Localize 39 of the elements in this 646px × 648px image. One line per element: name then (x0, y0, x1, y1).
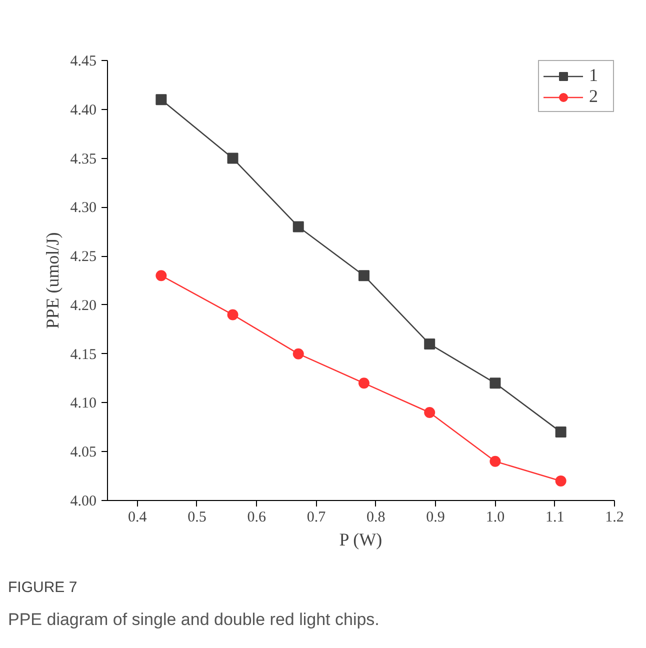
x-tick-label: 1.0 (486, 510, 505, 526)
point (555, 426, 566, 438)
point (490, 378, 501, 389)
legend-label: 2 (589, 86, 599, 107)
y-tick-label: 4.45 (70, 54, 96, 70)
y-tick-label: 4.35 (70, 151, 96, 168)
y-tick-label: 4.00 (70, 494, 96, 510)
point (490, 456, 501, 467)
y-tick-label: 4.40 (70, 102, 96, 118)
point (358, 378, 370, 389)
y-tick-label: 4.15 (70, 346, 96, 363)
y-tick-label: 4.30 (70, 200, 96, 216)
point (227, 152, 238, 164)
point (156, 94, 167, 106)
y-tick-label: 4.05 (70, 444, 96, 461)
point (424, 407, 436, 418)
x-tick-label: 0.9 (426, 510, 445, 526)
point (292, 348, 304, 360)
point (156, 270, 167, 282)
x-tick-label: 0.6 (247, 510, 266, 526)
point (555, 475, 566, 486)
x-tick-label: 1.2 (605, 510, 624, 526)
y-axis-title: PPE (umol/J) (42, 232, 62, 329)
x-tick-label: 0.7 (306, 510, 326, 526)
y-tick-label: 4.20 (70, 298, 96, 314)
x-tick-label: 0.8 (366, 510, 386, 526)
point (227, 309, 238, 320)
point (358, 270, 370, 282)
x-tick-label: 0.5 (188, 510, 206, 526)
point (292, 221, 304, 232)
caption: FIGURE 7 (8, 578, 78, 598)
text: PPE diagram of single and double red light chips. (8, 609, 380, 632)
x-axis-title: P (W) (339, 530, 382, 550)
point (424, 338, 436, 350)
x-tick-label: 0.4 (128, 510, 148, 526)
legend-label: 1 (589, 65, 599, 86)
y-tick-label: 4.10 (70, 396, 96, 412)
x-tick-label: 1.1 (545, 510, 564, 526)
y-tick-label: 4.25 (70, 249, 96, 266)
